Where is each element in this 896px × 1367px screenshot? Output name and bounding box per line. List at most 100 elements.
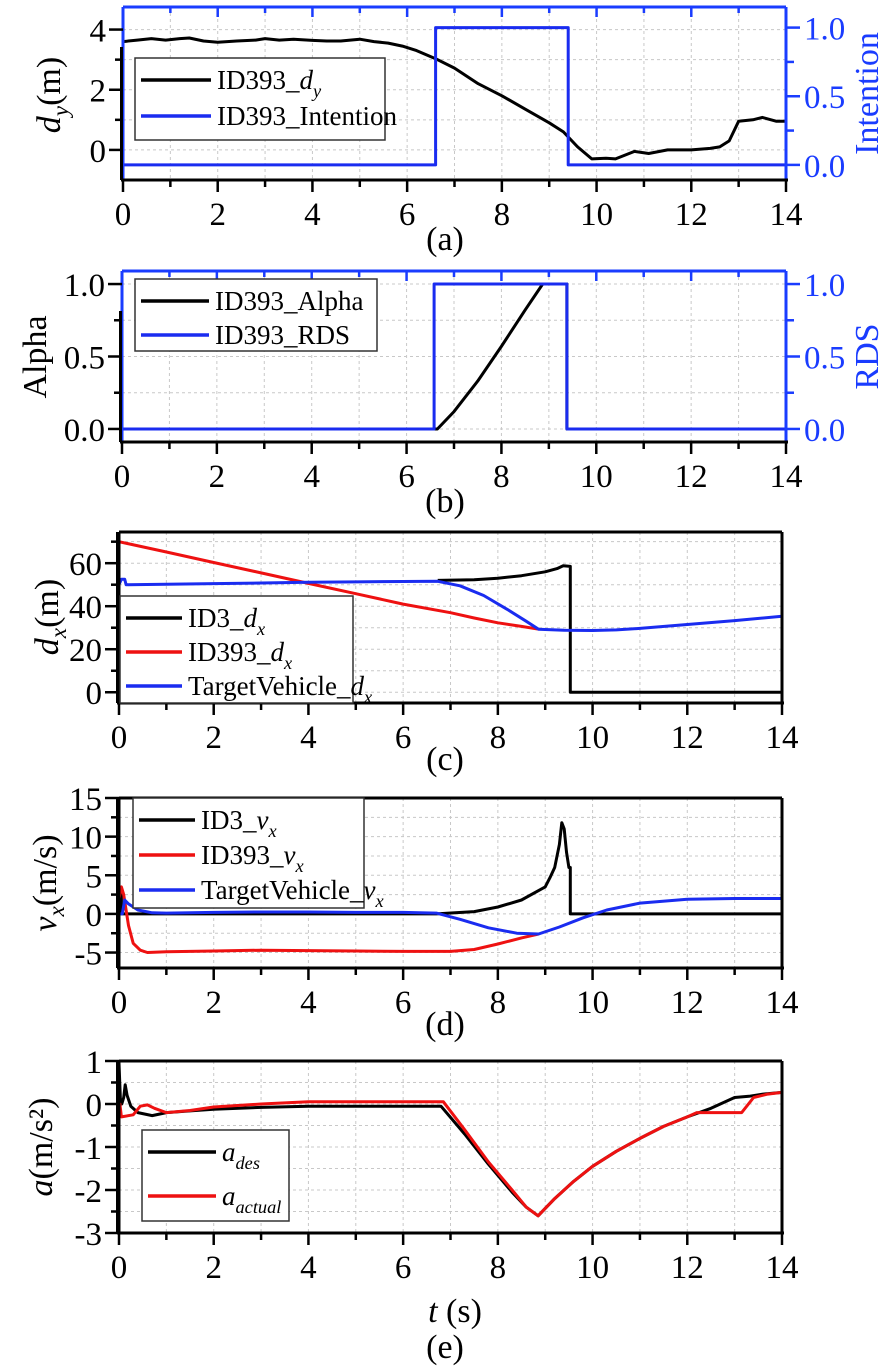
panel-caption: (c) <box>426 741 464 778</box>
y-tick-label: 2 <box>90 74 107 110</box>
x-tick-label: 14 <box>766 1250 799 1286</box>
x-tick-label: 0 <box>115 197 132 233</box>
series-id393-rds <box>122 282 786 431</box>
x-tick-label: 10 <box>576 985 609 1021</box>
legend-box <box>134 57 386 141</box>
x-tick-label: 12 <box>671 1250 704 1286</box>
x-tick-label: 6 <box>399 197 416 233</box>
legend: ID393_Alpha ID393_RDS <box>134 278 378 352</box>
x-tick-label: 0 <box>114 459 131 495</box>
series-id3-v-x <box>119 821 782 916</box>
y-tick-label: 4 <box>90 14 107 50</box>
x-tick-label: 2 <box>209 459 226 495</box>
legend-entry-label: ID3_dx <box>188 603 266 639</box>
y-tick-label: 0 <box>86 676 103 712</box>
x-tick-label: 4 <box>300 720 317 756</box>
y-axis-title: Alpha <box>17 315 54 398</box>
x-tick-label: 12 <box>675 459 708 495</box>
panel-d: 0 2 4 6 8 10 12 14-5051015vx(m/s)ID3_vxID393_vx… <box>27 782 799 1043</box>
x-tick-label: 8 <box>493 459 510 495</box>
series-id393-v-x <box>117 885 539 954</box>
y-tick-label: -5 <box>75 937 103 973</box>
x-tick-label: 6 <box>395 985 412 1021</box>
y2-tick-label: 0.5 <box>804 80 845 116</box>
y2-tick-label: 0.0 <box>804 149 845 185</box>
legend: ades aactual <box>141 1129 290 1222</box>
panel-caption: (b) <box>425 483 465 520</box>
x-tick-label: 10 <box>576 720 609 756</box>
x-tick-label: 4 <box>300 1250 317 1286</box>
x-tick-label: 4 <box>304 197 321 233</box>
x-tick-label: 8 <box>494 197 511 233</box>
x-tick-label: 12 <box>671 720 704 756</box>
x-tick-label: 12 <box>671 985 704 1021</box>
y-axis-title: vx(m/s) <box>27 834 70 931</box>
y2-axis-title: Intention <box>849 32 886 155</box>
y-tick-label: -2 <box>75 1174 103 1210</box>
x-tick-label: 10 <box>576 1250 609 1286</box>
series-id393-d-x <box>118 540 539 631</box>
x-tick-label: 2 <box>205 1250 222 1286</box>
x-tick-label: 2 <box>205 985 222 1021</box>
x-tick-label: 0 <box>111 1250 128 1286</box>
y-tick-label: 1.0 <box>64 268 105 304</box>
y-axis-title: dx(m) <box>29 579 72 655</box>
legend-box <box>134 278 378 352</box>
x-tick-label: 14 <box>766 985 799 1021</box>
y2-tick-label: 1.0 <box>804 268 845 304</box>
legend-entry-label: TargetVehicle_dx <box>188 671 373 707</box>
y-tick-label: 10 <box>69 821 102 857</box>
x-tick-label: 4 <box>300 985 317 1021</box>
x-tick-label: 12 <box>675 197 708 233</box>
x-tick-label: 4 <box>303 459 320 495</box>
x-tick-label: 6 <box>398 459 415 495</box>
x-axis-title: t (s) <box>428 1293 482 1330</box>
x-tick-label: 0 <box>111 985 128 1021</box>
y2-axis-title: RDS <box>849 323 886 389</box>
y-tick-label: 1 <box>86 1045 103 1081</box>
legend-entry-label: ID393_vx <box>201 840 304 876</box>
panel-caption: (a) <box>426 221 464 258</box>
y2-tick-label: 0.5 <box>804 341 845 377</box>
y-tick-label: 0 <box>86 898 103 934</box>
x-tick-label: 14 <box>766 720 799 756</box>
y-tick-label: 15 <box>69 782 102 818</box>
y-tick-label: 0 <box>86 1088 103 1124</box>
x-tick-label: 6 <box>395 1250 412 1286</box>
legend-entry-label: TargetVehicle_vx <box>201 875 385 911</box>
x-tick-label: 0 <box>111 720 128 756</box>
y2-tick-label: 0.0 <box>804 413 845 449</box>
series-targetvehicle-d-x <box>117 577 783 632</box>
x-tick-label: 14 <box>770 197 803 233</box>
legend-entry-label: ID393_dx <box>188 637 293 673</box>
series-id393-d-y <box>122 36 786 161</box>
y-axis-title: dy(m) <box>31 57 74 133</box>
x-tick-label: 10 <box>580 197 613 233</box>
series-a-actual <box>118 1090 783 1218</box>
panel-b: 0 2 4 6 8 10 12 140.00.51.00.00.51.0RDSAlphaID3… <box>17 268 886 520</box>
legend-box <box>119 595 354 704</box>
y-tick-label: 40 <box>69 590 102 626</box>
panel-caption: (d) <box>425 1006 465 1043</box>
x-tick-label: 2 <box>209 197 226 233</box>
panel-caption: (e) <box>426 1329 464 1366</box>
y-tick-label: 0.0 <box>64 413 105 449</box>
x-tick-label: 14 <box>770 459 803 495</box>
series-id393-intention <box>123 26 786 167</box>
x-tick-label: 8 <box>490 720 507 756</box>
legend-entry-label: ID393_dy <box>217 65 322 101</box>
legend-entry-label: ades <box>222 1137 260 1173</box>
y-tick-label: -3 <box>75 1217 103 1253</box>
x-tick-label: 2 <box>205 720 222 756</box>
y-tick-label: 0.5 <box>64 341 105 377</box>
y-tick-label: 5 <box>86 859 103 895</box>
series-targetvehicle-v-x <box>119 897 782 936</box>
y-tick-label: -1 <box>75 1131 103 1167</box>
x-tick-label: 8 <box>490 1250 507 1286</box>
x-tick-label: 8 <box>490 985 507 1021</box>
